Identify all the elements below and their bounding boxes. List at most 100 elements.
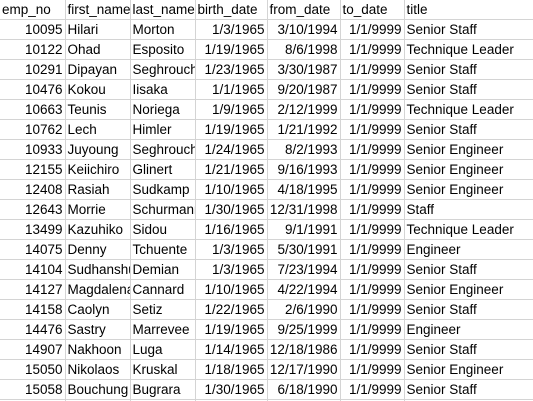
cell-emp-no[interactable]: 10122 <box>0 39 66 60</box>
cell-title[interactable]: Senior Staff <box>404 119 533 140</box>
cell-birth-date[interactable]: 1/22/1965 <box>195 299 268 320</box>
cell-from-date[interactable]: 12/18/1986 <box>267 339 341 360</box>
cell-birth-date[interactable]: 1/23/1965 <box>195 59 268 80</box>
cell-from-date[interactable]: 12/17/1990 <box>267 359 341 380</box>
cell-first-name[interactable]: Magdalena <box>65 279 130 300</box>
cell-to-date[interactable]: 1/1/9999 <box>340 179 405 200</box>
cell-birth-date[interactable]: 1/3/1965 <box>195 259 268 280</box>
cell-emp-no[interactable]: 12643 <box>0 199 66 220</box>
cell-last-name[interactable]: Bugrara <box>130 379 195 400</box>
cell-emp-no[interactable]: 14907 <box>0 339 66 360</box>
cell-to-date[interactable]: 1/1/9999 <box>340 219 405 240</box>
cell-last-name[interactable]: Noriega <box>130 99 195 120</box>
cell-to-date[interactable] <box>340 399 405 401</box>
cell-emp-no[interactable]: 14104 <box>0 259 66 280</box>
cell-to-date[interactable]: 1/1/9999 <box>340 159 405 180</box>
cell-to-date[interactable]: 1/1/9999 <box>340 359 405 380</box>
cell-emp-no[interactable]: 10663 <box>0 99 66 120</box>
cell-title[interactable]: Technique Leader <box>404 219 533 240</box>
cell-first-name[interactable]: Nikolaos <box>65 359 130 380</box>
cell-emp-no[interactable]: 10762 <box>0 119 66 140</box>
cell-title[interactable]: Senior Staff <box>404 339 533 360</box>
cell-last-name[interactable]: Demian <box>130 259 195 280</box>
cell-birth-date[interactable]: 1/19/1965 <box>195 119 268 140</box>
cell-title[interactable]: Technique Leader <box>404 99 533 120</box>
cell-last-name[interactable]: last_name <box>130 0 195 20</box>
cell-title[interactable]: Staff <box>404 199 533 220</box>
cell-first-name[interactable]: Bouchung <box>65 379 130 400</box>
cell-last-name[interactable]: Tchuente <box>130 239 195 260</box>
cell-to-date[interactable]: to_date <box>340 0 404 20</box>
cell-emp-no[interactable]: 10933 <box>0 139 66 160</box>
cell-last-name[interactable]: Sudkamp <box>130 179 195 200</box>
cell-to-date[interactable]: 1/1/9999 <box>340 259 405 280</box>
cell-emp-no[interactable]: 12155 <box>0 159 66 180</box>
cell-to-date[interactable]: 1/1/9999 <box>340 19 405 40</box>
cell-title[interactable]: Engineer <box>404 239 533 260</box>
cell-title[interactable] <box>404 399 533 401</box>
cell-from-date[interactable]: from_date <box>267 0 340 20</box>
cell-last-name[interactable]: Sidou <box>130 219 195 240</box>
cell-from-date[interactable]: 3/30/1987 <box>267 59 341 80</box>
cell-title[interactable]: Senior Staff <box>404 379 533 400</box>
cell-from-date[interactable]: 8/2/1993 <box>267 139 341 160</box>
cell-title[interactable]: Senior Staff <box>404 299 533 320</box>
cell-birth-date[interactable]: 1/3/1965 <box>195 239 268 260</box>
cell-first-name[interactable]: Dipayan <box>65 59 130 80</box>
cell-from-date[interactable] <box>267 399 341 401</box>
cell-title[interactable]: Technique Leader <box>404 39 533 60</box>
cell-emp-no[interactable]: 12408 <box>0 179 66 200</box>
cell-last-name[interactable]: Morton <box>130 19 195 40</box>
cell-last-name[interactable]: Glinert <box>130 159 195 180</box>
cell-first-name[interactable]: Kokou <box>65 79 130 100</box>
cell-last-name[interactable]: Marrevee <box>130 319 195 340</box>
cell-birth-date[interactable]: 1/16/1965 <box>195 219 268 240</box>
cell-from-date[interactable]: 7/23/1994 <box>267 259 341 280</box>
cell-birth-date[interactable]: 1/10/1965 <box>195 179 268 200</box>
cell-title[interactable]: Senior Engineer <box>404 179 533 200</box>
cell-birth-date[interactable]: 1/30/1965 <box>195 199 268 220</box>
cell-title[interactable]: Senior Engineer <box>404 159 533 180</box>
cell-first-name[interactable]: first_name <box>65 0 130 20</box>
cell-birth-date[interactable]: birth_date <box>195 0 267 20</box>
cell-birth-date[interactable]: 1/19/1965 <box>195 39 268 60</box>
cell-first-name[interactable]: Juyoung <box>65 139 130 160</box>
cell-emp-no[interactable] <box>0 399 66 401</box>
cell-from-date[interactable]: 9/20/1987 <box>267 79 341 100</box>
cell-to-date[interactable]: 1/1/9999 <box>340 39 405 60</box>
cell-from-date[interactable]: 2/6/1990 <box>267 299 341 320</box>
cell-emp-no[interactable]: 10291 <box>0 59 66 80</box>
cell-from-date[interactable]: 1/21/1992 <box>267 119 341 140</box>
cell-first-name[interactable]: Morrie <box>65 199 130 220</box>
cell-last-name[interactable]: Cannard <box>130 279 195 300</box>
cell-from-date[interactable]: 4/22/1994 <box>267 279 341 300</box>
cell-first-name[interactable]: Rasiah <box>65 179 130 200</box>
cell-title[interactable]: Senior Staff <box>404 19 533 40</box>
cell-from-date[interactable]: 9/25/1999 <box>267 319 341 340</box>
cell-title[interactable]: title <box>404 0 533 20</box>
cell-emp-no[interactable]: 13499 <box>0 219 66 240</box>
cell-emp-no[interactable]: 15058 <box>0 379 66 400</box>
cell-birth-date[interactable]: 1/3/1965 <box>195 19 268 40</box>
cell-last-name[interactable]: Himler <box>130 119 195 140</box>
cell-emp-no[interactable]: emp_no <box>0 0 65 20</box>
cell-to-date[interactable]: 1/1/9999 <box>340 279 405 300</box>
cell-from-date[interactable]: 9/1/1991 <box>267 219 341 240</box>
cell-to-date[interactable]: 1/1/9999 <box>340 299 405 320</box>
cell-to-date[interactable]: 1/1/9999 <box>340 139 405 160</box>
cell-title[interactable]: Senior Staff <box>404 79 533 100</box>
cell-from-date[interactable]: 2/12/1999 <box>267 99 341 120</box>
cell-title[interactable]: Senior Staff <box>404 59 533 80</box>
cell-first-name[interactable]: Sastry <box>65 319 130 340</box>
cell-from-date[interactable]: 3/10/1994 <box>267 19 341 40</box>
cell-first-name[interactable]: Denny <box>65 239 130 260</box>
cell-to-date[interactable]: 1/1/9999 <box>340 339 405 360</box>
cell-from-date[interactable]: 4/18/1995 <box>267 179 341 200</box>
cell-emp-no[interactable]: 14476 <box>0 319 66 340</box>
cell-title[interactable]: Senior Engineer <box>404 139 533 160</box>
cell-first-name[interactable]: Kazuhiko <box>65 219 130 240</box>
cell-last-name[interactable]: Esposito <box>130 39 195 60</box>
cell-last-name[interactable]: Schurmann <box>130 199 195 220</box>
cell-to-date[interactable]: 1/1/9999 <box>340 119 405 140</box>
cell-emp-no[interactable]: 15050 <box>0 359 66 380</box>
